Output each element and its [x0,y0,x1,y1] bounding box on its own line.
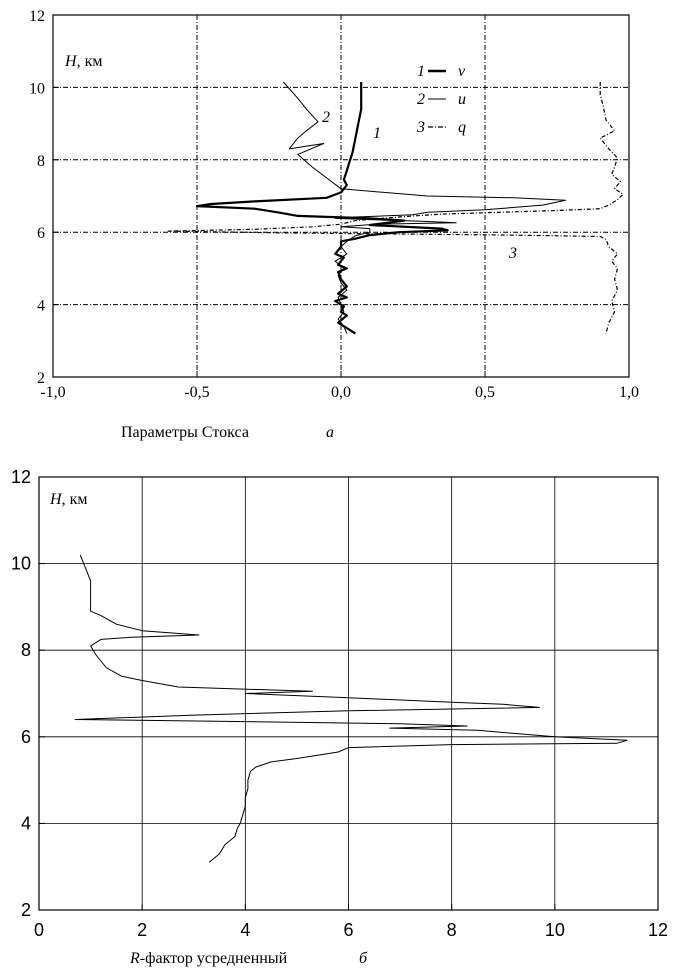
chart-b-xtick-label: 4 [240,920,250,940]
chart-a-xtick-label: 0,5 [475,384,495,401]
chart-a-ylabel-unit: , км [77,53,103,70]
chart-b-ylabel-unit: , км [62,491,88,508]
chart-b-xlabel-rest: -фактор усредненный [140,950,288,967]
chart-b-xtick-label: 0 [34,920,44,940]
chart-b-series-line-0 [74,554,628,863]
chart-a-ytick-label: 12 [29,8,45,25]
chart-b-xtick-label: 12 [648,920,668,940]
chart-a-series [167,81,624,335]
chart-b-xtick-label: 6 [343,920,353,940]
legend-label-u: u [458,91,466,108]
legend-label-v: v [458,63,466,80]
curve-label-3: 3 [508,245,517,262]
legend-number-1: 1 [417,63,425,80]
curve-label-1: 1 [373,125,381,142]
chart-b-ytick-label: 10 [11,554,31,574]
chart-b-xlabel: R-фактор усредненный [129,950,288,967]
chart-a-ytick-label: 8 [37,153,45,170]
chart-a-xtick-label: 1,0 [619,384,639,401]
chart-b-grid [39,477,658,910]
chart-b-xtick-label: 10 [545,920,565,940]
chart-a-ytick-label: 4 [37,298,45,315]
chart-b-xtick-label: 2 [137,920,147,940]
chart-b-panel-label: б [359,950,368,967]
chart-a-ylabel-var: H [64,53,78,70]
chart-a-panel-label: а [326,424,334,441]
chart-a-xtick-label: 0,0 [331,384,351,401]
chart-a-ytick-label: 10 [29,80,45,97]
chart-b-ytick-label: 2 [21,900,31,920]
chart-a-series-line-u [283,81,567,334]
chart-a-ytick-label: 2 [37,370,45,387]
chart-a-ylabel: H, км [64,53,102,70]
chart-a-xlabel: Параметры Стокса [121,424,249,441]
chart-b-xtick-label: 8 [447,920,457,940]
curve-label-2: 2 [322,109,330,126]
legend-number-3: 3 [416,119,425,136]
legend-label-q: q [458,119,466,136]
chart-a-xtick-label: -0,5 [184,384,209,401]
chart-b-ytick-label: 12 [11,467,31,487]
chart-b-ytick-label: 4 [21,813,31,833]
chart-b-ytick-label: 8 [21,640,31,660]
chart-b-xlabel-var: R [129,950,140,967]
chart-b-ytick-label: 6 [21,727,31,747]
chart-a-xtick-label: -1,0 [40,384,65,401]
chart-a-ytick-label: 6 [37,225,45,242]
chart-b-ylabel: H, км [49,491,87,508]
chart-a-legend: 1 v 2 u 3 q [416,63,466,136]
chart-b-ylabel-var: H [49,491,63,508]
legend-number-2: 2 [417,91,425,108]
chart-a-series-line-v [195,82,449,335]
chart-b-series [74,554,628,863]
